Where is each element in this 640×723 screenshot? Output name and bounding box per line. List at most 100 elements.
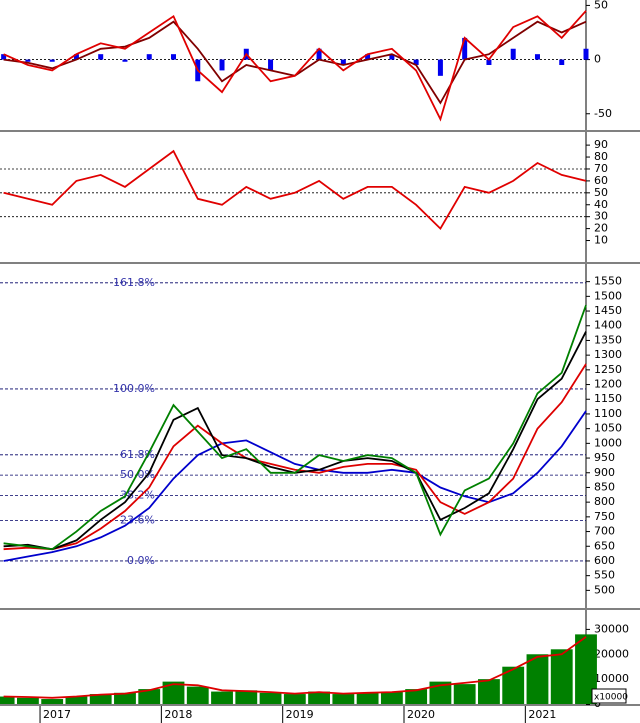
y-tick-label: 800 <box>594 495 615 508</box>
series-line <box>3 10 587 122</box>
y-tick-label: 1500 <box>594 289 622 302</box>
bar <box>219 59 225 71</box>
x-tick-label: 2018 <box>164 708 192 721</box>
series-line <box>3 636 587 699</box>
fib-label: 161.8% <box>113 276 155 289</box>
bar <box>0 696 15 704</box>
y-tick-label: 10000 <box>594 672 629 685</box>
bar <box>73 54 79 60</box>
y-tick-label: 500 <box>594 583 615 596</box>
y-tick-label: 50 <box>594 186 608 199</box>
x-tick-label: 2019 <box>286 708 314 721</box>
y-tick-label: 1400 <box>594 319 622 332</box>
bar <box>559 59 565 65</box>
y-tick-label: 1200 <box>594 378 622 391</box>
y-tick-label: 1050 <box>594 422 622 435</box>
bar <box>211 691 233 704</box>
bar <box>308 691 331 704</box>
y-tick-label: 1150 <box>594 392 622 405</box>
bar <box>405 689 428 704</box>
bar <box>283 694 306 704</box>
bar <box>259 692 282 704</box>
y-tick-label: 10 <box>594 234 608 247</box>
bar <box>41 699 64 704</box>
y-tick-label: 1450 <box>594 304 622 317</box>
bar <box>170 54 176 60</box>
y-tick-label: 60 <box>594 174 608 187</box>
x-tick-label: 2020 <box>407 708 435 721</box>
fib-label: 100.0% <box>113 382 155 395</box>
bar <box>25 59 31 62</box>
y-tick-label: 1300 <box>594 348 622 361</box>
x-tick-label: 2021 <box>528 708 556 721</box>
fib-label: 0.0% <box>127 554 155 567</box>
bar <box>365 54 371 60</box>
bar <box>332 694 355 704</box>
x-tick-label: 2017 <box>43 708 71 721</box>
y-tick-label: 1350 <box>594 333 622 346</box>
y-tick-label: 20000 <box>594 647 629 660</box>
bar <box>316 48 322 60</box>
y-tick-label: 1250 <box>594 363 622 376</box>
y-tick-label: 650 <box>594 539 615 552</box>
y-tick-label: 40 <box>594 198 608 211</box>
bar <box>437 59 443 76</box>
bar <box>114 692 136 704</box>
bar <box>49 59 55 62</box>
bar <box>486 59 492 65</box>
y-tick-label: 30000 <box>594 622 629 635</box>
y-tick-label: 70 <box>594 162 608 175</box>
y-tick-label: 0 <box>594 53 601 66</box>
bar <box>356 692 379 704</box>
bar <box>413 59 419 65</box>
bar <box>502 666 525 704</box>
bar <box>340 59 346 65</box>
y-tick-label: 900 <box>594 466 615 479</box>
bar <box>268 59 274 71</box>
bar <box>138 689 161 704</box>
bar <box>162 681 185 704</box>
bar <box>235 690 258 704</box>
bar <box>583 48 589 60</box>
y-tick-label: 950 <box>594 451 615 464</box>
bar <box>550 649 573 704</box>
bar <box>380 691 403 704</box>
y-tick-label: 550 <box>594 569 615 582</box>
bar <box>526 654 549 704</box>
y-tick-label: 700 <box>594 525 615 538</box>
bar <box>462 37 468 60</box>
y-tick-label: 600 <box>594 554 615 567</box>
bar <box>534 54 540 60</box>
bar <box>16 697 39 704</box>
bar <box>575 634 597 704</box>
y-tick-label: 750 <box>594 510 615 523</box>
y-unit-label: x10000 <box>594 693 628 703</box>
bar <box>89 694 112 704</box>
y-tick-label: 90 <box>594 138 608 151</box>
y-tick-label: 80 <box>594 150 608 163</box>
y-tick-label: 1100 <box>594 407 622 420</box>
y-tick-label: 50 <box>594 0 608 11</box>
bar <box>453 684 476 704</box>
y-tick-label: -50 <box>594 107 612 120</box>
y-tick-label: 1550 <box>594 275 622 288</box>
bar <box>478 679 500 704</box>
series-line <box>3 363 587 551</box>
bar <box>1 54 7 60</box>
unit-box <box>591 688 627 704</box>
bar <box>98 54 104 60</box>
y-tick-label: 30 <box>594 210 608 223</box>
bar <box>65 696 88 704</box>
bar <box>122 59 128 62</box>
y-tick-label: 1000 <box>594 436 622 449</box>
bar <box>510 48 516 60</box>
series-line <box>3 149 587 231</box>
bar <box>146 54 152 60</box>
bar <box>389 54 395 60</box>
y-tick-label: 850 <box>594 480 615 493</box>
series-line <box>3 304 587 551</box>
y-tick-label: 20 <box>594 222 608 235</box>
bar <box>186 686 209 704</box>
